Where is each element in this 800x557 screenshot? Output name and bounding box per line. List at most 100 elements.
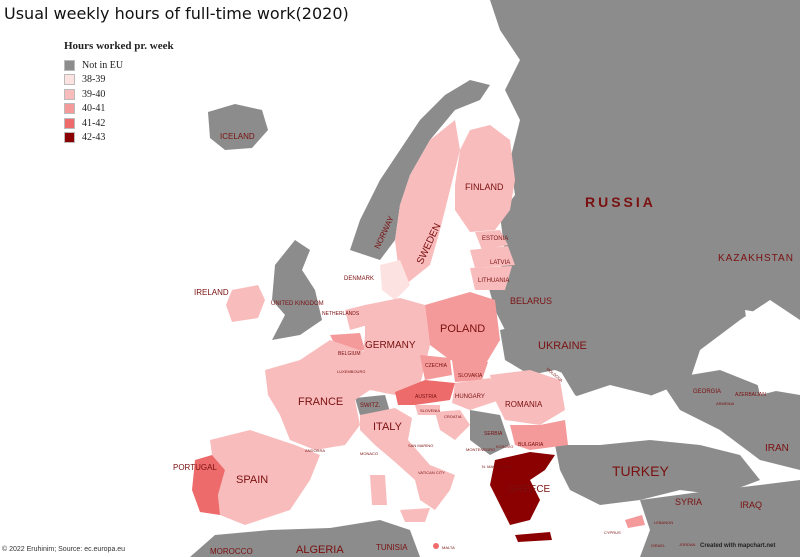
label-vatican: VATICAN CITY — [418, 470, 445, 475]
label-montenegro: MONTENEGRO — [466, 447, 495, 452]
legend-item: 38-39 — [64, 73, 174, 88]
region-greece[interactable] — [490, 452, 555, 525]
legend-swatch — [64, 88, 75, 100]
label-israel: ISRAEL — [651, 543, 666, 548]
label-iraq: IRAQ — [740, 500, 762, 510]
label-poland: POLAND — [440, 323, 485, 335]
region-caucasus[interactable] — [660, 370, 800, 470]
legend-title: Hours worked pr. week — [64, 40, 174, 52]
label-turkey: TURKEY — [612, 463, 669, 479]
region-crete[interactable] — [515, 532, 552, 542]
label-lithuania: LITHUANIA — [478, 278, 509, 284]
legend-label: 38-39 — [82, 74, 106, 86]
label-azerbaijan: AZERBAIJAN — [735, 392, 766, 398]
label-belgium: BELGIUM — [338, 351, 361, 357]
label-czechia: CZECHIA — [425, 363, 448, 369]
region-sicily[interactable] — [400, 508, 430, 522]
region-portugal[interactable] — [192, 455, 225, 515]
region-lithuania[interactable] — [470, 266, 512, 290]
label-ireland: IRELAND — [194, 288, 229, 297]
black-sea — [565, 385, 680, 445]
label-kazakhstan: KAZAKHSTAN — [718, 253, 794, 264]
region-austria[interactable] — [395, 380, 455, 405]
region-netherlands[interactable] — [345, 305, 368, 330]
region-ukraine[interactable] — [500, 320, 610, 380]
legend-swatch — [64, 103, 75, 115]
region-sardinia[interactable] — [370, 475, 387, 505]
legend-label: Not in EU — [82, 59, 124, 71]
label-andorra: ANDORRA — [305, 448, 325, 453]
region-hungary[interactable] — [452, 378, 500, 410]
label-cyprus: CYPRUS — [604, 530, 621, 535]
label-slovakia: SLOVAKIA — [458, 373, 483, 379]
legend-item: 41-42 — [64, 116, 174, 131]
region-germany[interactable] — [362, 298, 430, 395]
region-slovenia[interactable] — [415, 405, 440, 415]
legend-item: Not in EU — [64, 58, 174, 73]
region-switzerland[interactable] — [355, 395, 390, 415]
label-monaco: MONACO — [360, 451, 378, 456]
label-san-marino: SAN MARINO — [408, 443, 433, 448]
label-uk: UNITED KINGDOM — [271, 301, 324, 307]
creator-credit: Created with mapchart.net — [700, 543, 776, 549]
region-italy[interactable] — [360, 408, 455, 510]
caspian-sea — [745, 310, 790, 395]
label-belarus: BELARUS — [510, 296, 552, 306]
label-slovenia: SLOVENIA — [420, 408, 440, 413]
label-estonia: ESTONIA — [482, 236, 508, 242]
region-spain[interactable] — [210, 430, 320, 525]
region-united-kingdom[interactable] — [272, 240, 322, 340]
label-latvia: LATVIA — [490, 260, 510, 266]
label-russia: RUSSIA — [585, 194, 656, 210]
page-title: Usual weekly hours of full-time work(202… — [4, 4, 349, 23]
region-malta[interactable] — [433, 543, 439, 549]
region-iceland[interactable] — [208, 104, 268, 150]
label-kosovo: KOSOVO — [496, 444, 513, 449]
legend-swatch — [64, 74, 75, 86]
label-hungary: HUNGARY — [455, 394, 485, 400]
legend-label: 39-40 — [82, 88, 106, 100]
label-armenia: ARMENIA — [716, 401, 735, 406]
region-croatia[interactable] — [435, 410, 470, 440]
region-latvia[interactable] — [470, 246, 515, 268]
label-denmark: DENMARK — [344, 276, 374, 282]
label-switzerland: SWITZ. — [360, 403, 381, 409]
label-germany: GERMANY — [365, 340, 416, 351]
label-finland: FINLAND — [465, 182, 504, 192]
label-croatia: CROATIA — [444, 414, 462, 419]
region-north-africa[interactable] — [190, 520, 420, 557]
label-macedonia: N. MACEDONIA — [482, 464, 512, 469]
legend-swatch — [64, 59, 75, 71]
region-serbia[interactable] — [470, 410, 510, 455]
label-algeria: ALGERIA — [296, 544, 344, 556]
region-russia[interactable] — [490, 0, 800, 410]
label-ukraine: UKRAINE — [538, 340, 587, 352]
region-france[interactable] — [265, 340, 370, 450]
region-denmark[interactable] — [380, 260, 410, 300]
legend-label: 42-43 — [82, 132, 106, 144]
legend-swatch — [64, 117, 75, 129]
region-ireland[interactable] — [226, 285, 265, 322]
region-cyprus[interactable] — [625, 515, 645, 528]
legend-swatch — [64, 132, 75, 144]
legend-label: 40-41 — [82, 103, 106, 115]
legend-item: 40-41 — [64, 102, 174, 117]
legend-item: 39-40 — [64, 87, 174, 102]
region-norway[interactable] — [350, 80, 490, 260]
label-syria: SYRIA — [675, 497, 702, 507]
region-estonia[interactable] — [475, 230, 508, 250]
region-slovakia[interactable] — [452, 360, 488, 382]
region-turkey[interactable] — [555, 440, 760, 505]
label-iran: IRAN — [765, 443, 789, 454]
region-bulgaria[interactable] — [510, 420, 568, 450]
region-sweden[interactable] — [395, 120, 460, 285]
region-czechia[interactable] — [420, 355, 452, 380]
region-poland[interactable] — [425, 292, 500, 365]
label-italy: ITALY — [373, 421, 403, 433]
region-romania[interactable] — [490, 370, 565, 425]
region-middle-east[interactable] — [640, 480, 800, 557]
region-finland[interactable] — [455, 125, 515, 232]
label-morocco: MOROCCO — [210, 547, 253, 556]
legend: Hours worked pr. week Not in EU 38-39 39… — [64, 40, 174, 145]
